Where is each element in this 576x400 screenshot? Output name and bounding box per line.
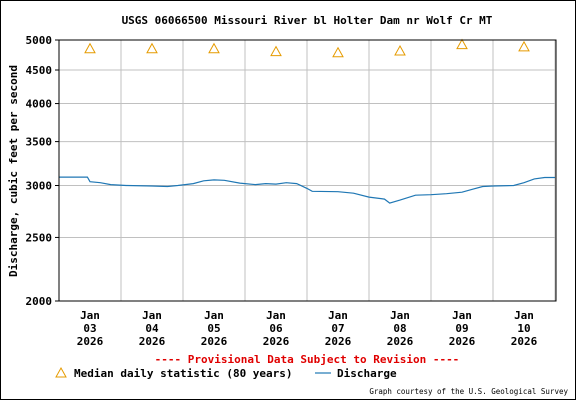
x-tick-label: Jan — [204, 309, 224, 322]
median-marker — [84, 42, 96, 54]
provisional-notice: ---- Provisional Data Subject to Revisio… — [155, 353, 460, 366]
x-tick-labels: Jan032026Jan042026Jan052026Jan062026Jan0… — [77, 309, 538, 348]
y-tick-labels: 2000 2500 3000 3500 4000 4500 5000 — [26, 34, 59, 308]
median-marker — [146, 42, 158, 54]
y-axis-label: Discharge, cubic feet per second — [7, 65, 20, 277]
x-tick-label: 2026 — [263, 335, 290, 348]
y-tick-label: 4500 — [26, 64, 53, 77]
median-marker — [518, 40, 530, 52]
grid-lines — [59, 40, 556, 301]
y-tick-label: 5000 — [26, 34, 53, 47]
x-tick-label: Jan — [266, 309, 286, 322]
median-marker — [270, 45, 282, 57]
median-marker — [208, 42, 220, 54]
x-tick-label: Jan — [80, 309, 100, 322]
x-tick-label: Jan — [142, 309, 162, 322]
median-marker — [456, 38, 468, 50]
x-tick-label: 03 — [83, 322, 96, 335]
legend-discharge-label: Discharge — [337, 367, 397, 380]
series-layer — [59, 38, 555, 204]
x-tick-label: 08 — [393, 322, 406, 335]
median-marker — [332, 46, 344, 58]
x-tick-label: 09 — [455, 322, 468, 335]
median-marker — [394, 44, 406, 56]
chart-title: USGS 06066500 Missouri River bl Holter D… — [122, 14, 493, 27]
y-tick-label: 3000 — [26, 180, 53, 193]
x-tick-label: 2026 — [511, 335, 538, 348]
x-tick-label: 2026 — [77, 335, 104, 348]
legend-median-symbol — [55, 366, 67, 378]
x-tick-label: Jan — [390, 309, 410, 322]
x-tick-label: 04 — [145, 322, 159, 335]
y-tick-label: 3500 — [26, 136, 53, 149]
x-tick-label: 06 — [269, 322, 283, 335]
discharge-line — [59, 176, 555, 204]
x-tick-label: 2026 — [325, 335, 352, 348]
x-tick-label: Jan — [514, 309, 534, 322]
x-tick-label: 2026 — [387, 335, 414, 348]
legend-median-label: Median daily statistic (80 years) — [74, 367, 293, 380]
legend: Median daily statistic (80 years) Discha… — [55, 366, 397, 380]
x-tick-label: 05 — [207, 322, 220, 335]
x-tick-label: 2026 — [201, 335, 228, 348]
x-tick-label: 07 — [331, 322, 344, 335]
x-tick-label: Jan — [328, 309, 348, 322]
y-tick-label: 4000 — [26, 98, 53, 111]
credit-text: Graph courtesy of the U.S. Geological Su… — [369, 387, 568, 396]
x-tick-label: Jan — [452, 309, 472, 322]
x-tick-label: 10 — [517, 322, 530, 335]
y-tick-label: 2000 — [26, 295, 53, 308]
plot-area-border — [58, 39, 557, 302]
x-tick-label: 2026 — [139, 335, 166, 348]
y-tick-label: 2500 — [26, 231, 53, 244]
x-tick-label: 2026 — [449, 335, 476, 348]
